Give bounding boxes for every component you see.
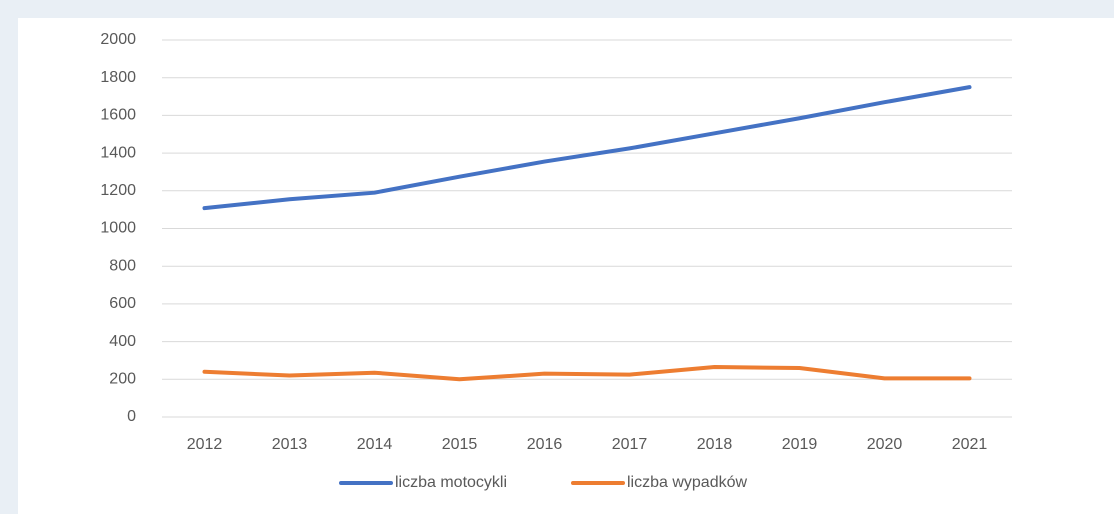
x-tick-label: 2017	[612, 436, 648, 453]
legend-label: liczba wypadków	[627, 474, 748, 491]
y-tick-label: 200	[109, 371, 136, 388]
y-tick-label: 1800	[100, 69, 136, 86]
y-tick-label: 1600	[100, 107, 136, 124]
x-tick-label: 2016	[527, 436, 563, 453]
series-line	[202, 85, 972, 211]
x-tick-label: 2012	[187, 436, 223, 453]
legend-label: liczba motocykli	[395, 474, 507, 491]
x-tick-label: 2013	[272, 436, 308, 453]
x-tick-label: 2018	[697, 436, 733, 453]
y-tick-label: 800	[109, 257, 136, 274]
y-tick-label: 1000	[100, 220, 136, 237]
x-tick-label: 2020	[867, 436, 903, 453]
x-tick-label: 2021	[952, 436, 988, 453]
x-tick-label: 2019	[782, 436, 818, 453]
y-tick-label: 400	[109, 333, 136, 350]
x-tick-label: 2015	[442, 436, 478, 453]
y-tick-label: 0	[127, 408, 136, 425]
y-tick-label: 1400	[100, 144, 136, 161]
y-tick-label: 600	[109, 295, 136, 312]
series-line	[202, 365, 972, 382]
y-tick-label: 1200	[100, 182, 136, 199]
y-tick-label: 2000	[100, 31, 136, 48]
x-tick-label: 2014	[357, 436, 393, 453]
